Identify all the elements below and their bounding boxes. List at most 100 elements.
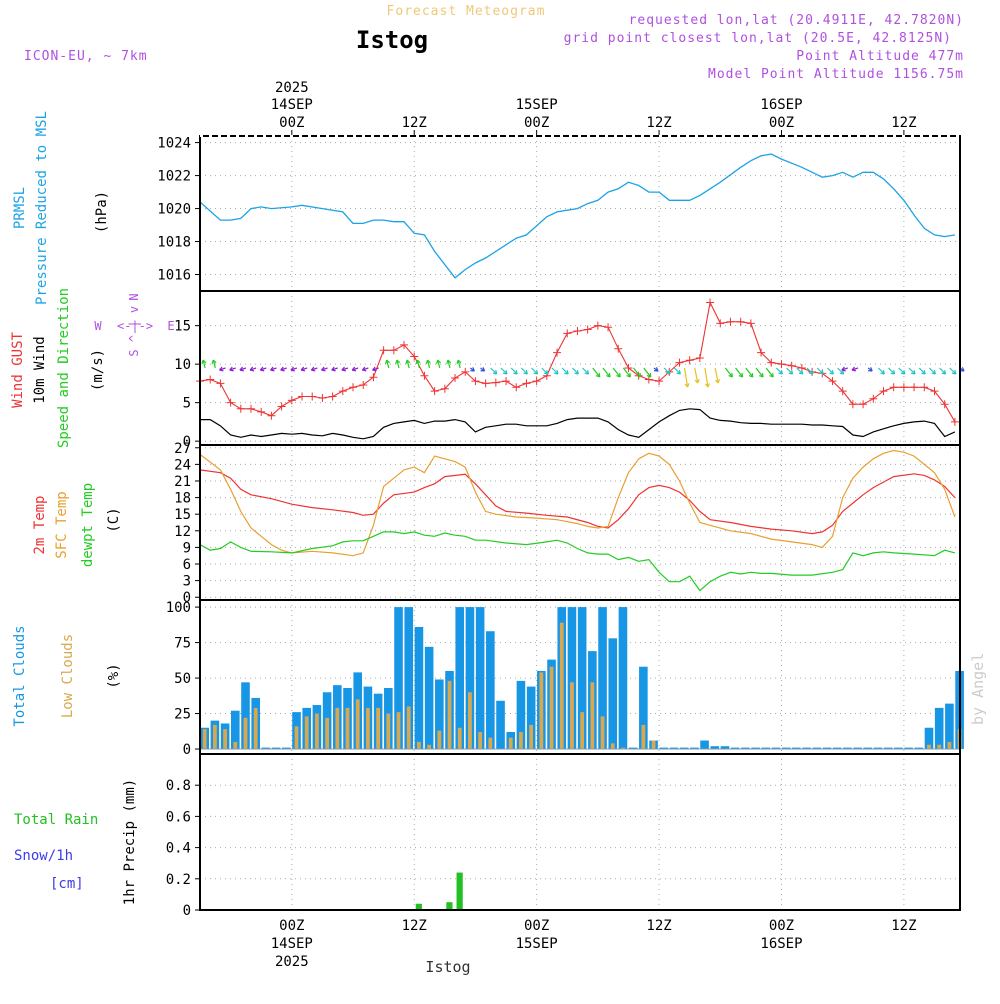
wind-arrow (321, 366, 328, 372)
label-temp-unit: (C) (106, 507, 122, 532)
model-label: ICON-EU, ~ 7km (24, 49, 148, 64)
low-cloud-bar (947, 741, 952, 750)
wind-arrow-shaft (745, 367, 754, 378)
wind-arrow-head (890, 369, 896, 375)
label-speed-direction: Speed and Direction (56, 288, 72, 448)
gust-marker (359, 380, 368, 389)
wind-arrow-shaft (592, 367, 601, 378)
total-cloud-bar (700, 740, 709, 750)
gust-marker (910, 383, 919, 392)
total-cloud-bar (608, 638, 618, 750)
wind-arrow-shaft (908, 367, 916, 375)
label-pressure-msl: Pressure Reduced to MSL (34, 111, 50, 305)
wind-arrow (469, 367, 475, 372)
wind-arrow (201, 359, 207, 369)
panel-frame (199, 753, 961, 911)
low-cloud-bar (549, 666, 554, 750)
wind-arrow-head (778, 369, 783, 375)
label-dewpt-temp: dewpt Temp (80, 483, 96, 567)
wind-arrow (341, 366, 349, 372)
total-cloud-bar (873, 747, 883, 750)
wind-arrow-head (341, 366, 346, 372)
gust-marker (777, 360, 786, 369)
label-sfc-temp: SFC Temp (54, 491, 70, 558)
gust-marker (461, 367, 470, 376)
wind-arrow (918, 367, 926, 375)
low-cloud-bar (927, 744, 931, 750)
wind-arrow (480, 367, 486, 372)
wind-arrow-shaft (510, 367, 518, 375)
total-cloud-bar (802, 747, 811, 750)
wind-arrow-shaft (928, 367, 936, 375)
gust-marker (736, 317, 745, 326)
wind-arrow-head (564, 369, 569, 375)
total-cloud-bar (792, 747, 801, 750)
wind-arrow (928, 367, 936, 375)
low-cloud-bar (233, 741, 238, 750)
wind-arrow-shaft (949, 367, 957, 375)
wind-arrow (571, 367, 579, 375)
total-cloud-bar (261, 747, 271, 750)
wind-arrow-head (239, 366, 244, 372)
gust-marker (400, 340, 409, 349)
ytick-label: 21 (174, 474, 191, 490)
total-cloud-bar (486, 631, 495, 750)
gust-marker (604, 323, 613, 332)
wind-arrow-shaft (826, 367, 834, 375)
wind-arrow (300, 366, 308, 372)
watermark: by Angel (969, 653, 987, 725)
gust-marker (593, 321, 602, 330)
wind-arrow (643, 367, 652, 378)
wind-arrow (867, 367, 873, 372)
label-cloud-unit: (%) (106, 663, 122, 688)
wind-arrow-head (748, 372, 754, 378)
wind-arrow (602, 367, 611, 378)
wind-arrow-head (880, 369, 885, 375)
ytick-label: 1020 (157, 202, 191, 218)
total-cloud-bar (669, 747, 679, 750)
gust-marker (614, 344, 623, 353)
wind-arrow-head (931, 369, 936, 375)
low-cloud-bar (366, 707, 370, 750)
ytick-label: 1016 (157, 268, 191, 284)
ytick-label: 1024 (157, 136, 191, 152)
total-cloud-bar (761, 747, 771, 750)
low-cloud-bar (304, 716, 309, 750)
wind-arrow-head (513, 369, 518, 375)
wind-arrow (939, 367, 947, 375)
total-cloud-bar (639, 666, 648, 750)
total-cloud-bar (934, 707, 944, 750)
wind-arrow (425, 359, 431, 369)
wind-arrow (561, 367, 569, 375)
gust-marker (879, 387, 888, 396)
gust-marker (308, 392, 317, 401)
total-cloud-bar (741, 747, 750, 750)
gust-marker (512, 383, 521, 392)
station-title: Istog (356, 26, 428, 54)
wind-arrow-shaft (724, 367, 733, 378)
total-cloud-bar (414, 626, 424, 750)
wind-arrow (714, 367, 721, 384)
total-cloud-bar (822, 747, 832, 750)
wind-arrow-head (395, 359, 401, 365)
wind-arrow (446, 359, 452, 369)
wind-arrow-head (653, 367, 659, 372)
wind-arrow (745, 367, 754, 378)
gust-marker (767, 358, 776, 367)
wind-arrow (405, 359, 411, 369)
total-cloud-bar (924, 727, 934, 750)
wind-arrow-shaft (406, 359, 410, 369)
top-time-label: 00Z (279, 115, 304, 131)
wind-arrow-shaft (561, 367, 569, 375)
gust-marker (706, 298, 715, 307)
wind-arrow-head (553, 369, 559, 375)
wind-arrow-head (211, 359, 217, 365)
gust-marker (726, 317, 735, 326)
ytick-label: 0.4 (166, 841, 191, 857)
rain-bar (456, 872, 463, 910)
wind-arrow-head (684, 383, 690, 388)
wind-arrow-head (331, 366, 336, 372)
gust-marker (216, 379, 225, 388)
low-cloud-bar (519, 732, 523, 750)
